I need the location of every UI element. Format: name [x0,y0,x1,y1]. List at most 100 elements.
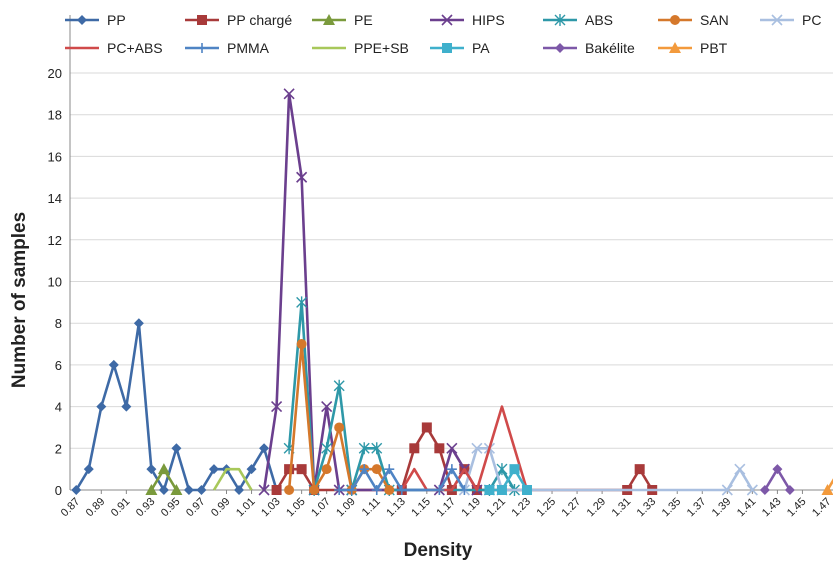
series-pc-abs [400,405,529,492]
y-axis-label: Number of samples [9,212,30,388]
data-point [496,485,507,495]
data-point [321,442,333,455]
data-point [371,464,382,475]
x-tick-label: 1.25 [535,496,559,520]
data-point [296,464,307,475]
series-pa [484,464,532,495]
legend-marker [441,14,453,26]
legend-label: PA [472,40,490,56]
data-point [296,296,308,309]
data-point [309,485,320,495]
data-point [71,485,82,495]
legend-marker [669,42,681,53]
data-point [259,443,270,454]
legend-label: SAN [700,12,729,28]
series-line [287,301,516,492]
legend-marker [442,43,452,53]
y-tick-label: 4 [55,400,62,415]
data-point [434,443,445,454]
series-san [284,339,395,495]
legend-marker [555,43,565,53]
legend-item: PP chargé [185,12,292,28]
series-line [489,467,529,492]
x-tick-label: 1.13 [384,496,408,520]
y-tick-label: 12 [48,233,62,248]
x-axis-label: Density [404,540,473,561]
data-point [384,464,395,475]
data-point [434,485,445,495]
x-tick-label: 1.21 [484,496,508,520]
x-tick-label: 1.19 [459,496,483,520]
legend-label: PPE+SB [354,40,409,56]
legend-item: Bakélite [543,40,635,56]
y-tick-label: 16 [48,149,62,164]
legend-marker [670,15,680,25]
legend-item: PC+ABS [65,40,163,56]
x-tick-label: 1.41 [735,496,759,520]
data-point [321,464,332,475]
series-layer [71,88,833,496]
legend-label: HIPS [472,12,505,28]
data-point [271,485,282,495]
data-point [133,318,144,329]
legend-label: PP chargé [227,12,292,28]
x-tick-label: 1.11 [360,496,383,519]
data-point [96,401,107,412]
legend-label: PE [354,12,373,28]
y-tick-label: 2 [55,441,62,456]
series-ppe-sb [212,467,253,491]
data-point [146,464,157,475]
legend-label: ABS [585,12,613,28]
x-tick-label: 1.35 [660,496,684,520]
y-tick-label: 10 [48,275,62,290]
x-tick-label: 0.99 [209,496,233,520]
x-tick-label: 1.15 [409,496,433,520]
legend-item: PE [312,12,373,28]
data-point [183,485,194,495]
x-tick-label: 1.37 [685,496,709,520]
data-point [409,443,420,454]
data-point [371,442,383,455]
data-point [772,464,783,475]
data-point [108,359,119,370]
gridlines [70,72,833,449]
data-point [446,464,457,475]
y-tick-label: 0 [55,483,62,498]
x-tick-label: 1.03 [259,496,283,520]
data-point [121,401,132,412]
data-point [346,485,357,495]
data-point [334,485,345,495]
y-tick-label: 8 [55,316,62,331]
legend-item: SAN [658,12,729,28]
data-point [208,464,219,475]
legend-marker [197,43,207,53]
data-point [721,484,733,496]
data-point [421,422,432,433]
legend-marker [197,15,207,25]
data-point [145,484,158,495]
x-tick-label: 0.93 [134,496,158,520]
series-line [212,467,253,491]
legend-label: Bakélite [585,40,635,56]
legend-item: PMMA [185,40,270,56]
data-point [196,485,207,495]
data-point [284,485,295,495]
legend-item: PC [760,12,821,28]
x-tick-label: 1.47 [810,496,833,520]
x-tick-label: 1.45 [785,496,809,520]
y-tick-label: 18 [48,108,62,123]
series-pbt [821,478,833,495]
data-point [358,442,370,455]
series-bak-lite [759,464,795,495]
x-tick-label: 1.05 [284,496,308,520]
legend-item: PPE+SB [312,40,409,56]
data-point [359,464,370,475]
data-point [296,339,307,350]
data-point [384,485,395,495]
x-tick-label: 0.89 [84,496,108,520]
legend-item: HIPS [430,12,505,28]
y-tick-label: 6 [55,358,62,373]
data-point [234,485,245,495]
